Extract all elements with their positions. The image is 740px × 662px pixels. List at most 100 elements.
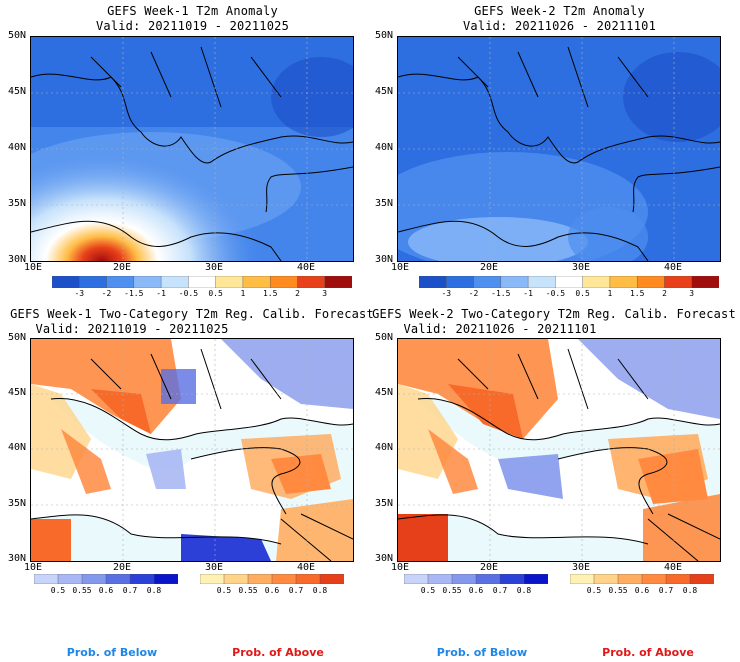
colorbar-tick-label: 0.7 xyxy=(492,586,508,595)
colorbar-swatch xyxy=(297,276,326,288)
lon-label: 10E xyxy=(23,562,43,573)
colorbar-swatch xyxy=(81,574,107,584)
colorbar-tick-label: -2 xyxy=(101,289,112,298)
colorbar-swatch xyxy=(665,574,691,584)
colorbar-tick-label: 0.8 xyxy=(312,586,328,595)
colorbar-tick-label: -3 xyxy=(74,289,85,298)
lon-label: 30E xyxy=(204,562,224,573)
lat-label: 50N xyxy=(7,30,26,41)
colorbar-swatch xyxy=(52,276,80,288)
colorbar-swatch xyxy=(247,574,273,584)
anomaly-colorbar-swatches xyxy=(52,276,352,288)
lon-label: 40E xyxy=(296,562,316,573)
colorbar-swatch xyxy=(555,276,584,288)
prob-above-colorbar-swatches xyxy=(570,574,714,584)
colorbar-swatch xyxy=(242,276,271,288)
colorbar-tick-label: -1.5 xyxy=(124,289,144,298)
colorbar-swatch xyxy=(523,574,548,584)
colorbar-tick-label: 0.5 xyxy=(50,586,66,595)
panel-valid-dates: Valid: 20211026 - 20211101 xyxy=(462,19,657,33)
colorbar-swatch xyxy=(500,276,529,288)
colorbar-tick-label: -0.5 xyxy=(545,289,566,298)
colorbar-tick-label: 2 xyxy=(295,289,300,298)
colorbar-swatch xyxy=(200,574,225,584)
prob-above-legend-label: Prob. of Above xyxy=(232,646,324,659)
colorbar-tick-label: 0.55 xyxy=(442,586,462,595)
colorbar-swatch xyxy=(295,574,321,584)
colorbar-swatch xyxy=(160,276,190,288)
colorbar-tick-label: 1.5 xyxy=(262,289,278,298)
panel-title: GEFS Week-2 Two-Category T2m Reg. Calib.… xyxy=(372,307,736,321)
colorbar-swatch xyxy=(129,574,155,584)
lat-label: 50N xyxy=(374,332,393,343)
colorbar-tick-label: 0.6 xyxy=(634,586,650,595)
colorbar-tick-label: 0.5 xyxy=(420,586,436,595)
lon-label: 20E xyxy=(112,562,132,573)
colorbar-swatch xyxy=(689,574,714,584)
colorbar-tick-label: 0.55 xyxy=(72,586,92,595)
colorbar-tick-label: -1 xyxy=(156,289,166,298)
panel-title: GEFS Week-1 Two-Category T2m Reg. Calib.… xyxy=(10,307,374,321)
colorbar-swatch xyxy=(324,276,352,288)
lon-label: 20E xyxy=(479,262,499,273)
lat-label: 30N xyxy=(7,553,26,564)
colorbar-tick-label: 0.5 xyxy=(575,289,590,298)
colorbar-tick-label: 0.5 xyxy=(216,586,232,595)
colorbar-swatch xyxy=(593,574,619,584)
colorbar-swatch xyxy=(223,574,249,584)
lon-label: 10E xyxy=(390,562,410,573)
prob-below-colorbar xyxy=(34,574,178,584)
lon-label: 10E xyxy=(390,262,410,273)
lat-label: 40N xyxy=(7,142,26,153)
colorbar-swatch xyxy=(475,574,501,584)
colorbar-swatch xyxy=(215,276,244,288)
lon-label: 10E xyxy=(23,262,43,273)
map-week1-anomaly xyxy=(30,36,354,262)
colorbar-swatch xyxy=(271,574,297,584)
colorbar-tick-label: 0.5 xyxy=(208,289,223,298)
colorbar-tick-label: 0.8 xyxy=(146,586,162,595)
colorbar-tick-label: 1.5 xyxy=(629,289,645,298)
prob-below-legend-label: Prob. of Below xyxy=(66,646,158,659)
colorbar-swatch xyxy=(636,276,666,288)
colorbar-tick-label: 0.7 xyxy=(658,586,674,595)
lon-label: 40E xyxy=(296,262,316,273)
lat-label: 30N xyxy=(374,254,393,265)
map-week2-anomaly xyxy=(397,36,721,262)
prob-above-colorbar xyxy=(200,574,344,584)
colorbar-swatch xyxy=(641,574,667,584)
colorbar-swatch xyxy=(499,574,525,584)
lat-label: 40N xyxy=(374,442,393,453)
lon-label: 30E xyxy=(571,562,591,573)
lat-label: 30N xyxy=(7,254,26,265)
lat-label: 35N xyxy=(7,198,26,209)
colorbar-tick-label: 0.5 xyxy=(586,586,602,595)
colorbar-swatch xyxy=(153,574,178,584)
colorbar-swatch xyxy=(446,276,475,288)
colorbar-swatch xyxy=(691,276,719,288)
prob-below-colorbar xyxy=(404,574,548,584)
lon-label: 20E xyxy=(112,262,132,273)
anomaly-colorbar xyxy=(52,276,352,288)
colorbar-swatch xyxy=(79,276,108,288)
panel-valid-dates: Valid: 20211026 - 20211101 xyxy=(403,322,597,336)
lat-label: 40N xyxy=(7,442,26,453)
colorbar-tick-label: 3 xyxy=(689,289,695,298)
anomaly-colorbar-swatches xyxy=(419,276,719,288)
prob-above-colorbar-swatches xyxy=(200,574,344,584)
lat-label: 35N xyxy=(374,498,393,509)
map-week1-probability xyxy=(30,338,354,562)
colorbar-tick-label: -1 xyxy=(523,289,533,298)
lat-label: 50N xyxy=(7,332,26,343)
colorbar-tick-label: 0.8 xyxy=(682,586,698,595)
colorbar-swatch xyxy=(451,574,477,584)
lat-label: 45N xyxy=(374,387,393,398)
colorbar-swatch xyxy=(527,276,557,288)
colorbar-swatch xyxy=(188,276,217,288)
colorbar-tick-label: 1 xyxy=(240,289,246,298)
colorbar-tick-label: -1.5 xyxy=(491,289,511,298)
colorbar-swatch xyxy=(57,574,83,584)
panel-title: GEFS Week-2 T2m Anomaly xyxy=(474,4,645,18)
map-week2-probability xyxy=(397,338,721,562)
prob-below-colorbar-swatches xyxy=(404,574,548,584)
